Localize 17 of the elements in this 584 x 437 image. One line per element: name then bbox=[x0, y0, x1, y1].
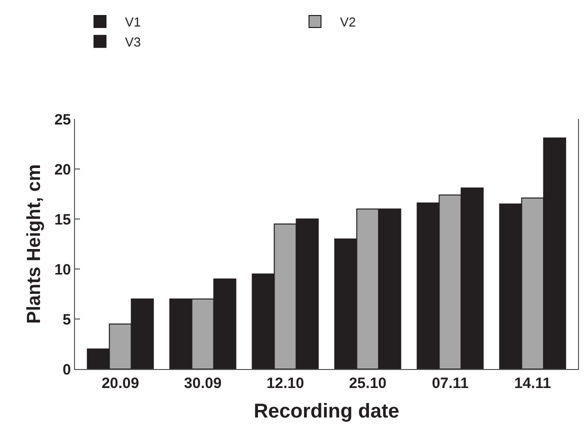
x-tick-label: 30.09 bbox=[184, 375, 222, 392]
y-tick-label: 20 bbox=[54, 161, 71, 178]
y-tick-label: 10 bbox=[54, 261, 71, 278]
legend-label: V3 bbox=[125, 34, 141, 50]
x-tick-label: 12.10 bbox=[266, 375, 304, 392]
y-tick-label: 25 bbox=[54, 111, 71, 128]
x-tick-label: 25.10 bbox=[348, 375, 387, 392]
x-tick-label: 14.11 bbox=[514, 375, 552, 392]
y-tick-label: 0 bbox=[62, 361, 71, 378]
y-tick-label: 5 bbox=[62, 311, 71, 328]
x-axis-title: Recording date bbox=[254, 400, 400, 422]
y-tick-label: 15 bbox=[54, 211, 71, 228]
y-axis-title: Plants Height, cm bbox=[24, 164, 46, 324]
legend-label: V2 bbox=[340, 14, 356, 30]
x-tick-label: 07.11 bbox=[432, 375, 469, 392]
x-tick-label: 20.09 bbox=[102, 375, 140, 392]
legend-label: V1 bbox=[125, 14, 141, 30]
